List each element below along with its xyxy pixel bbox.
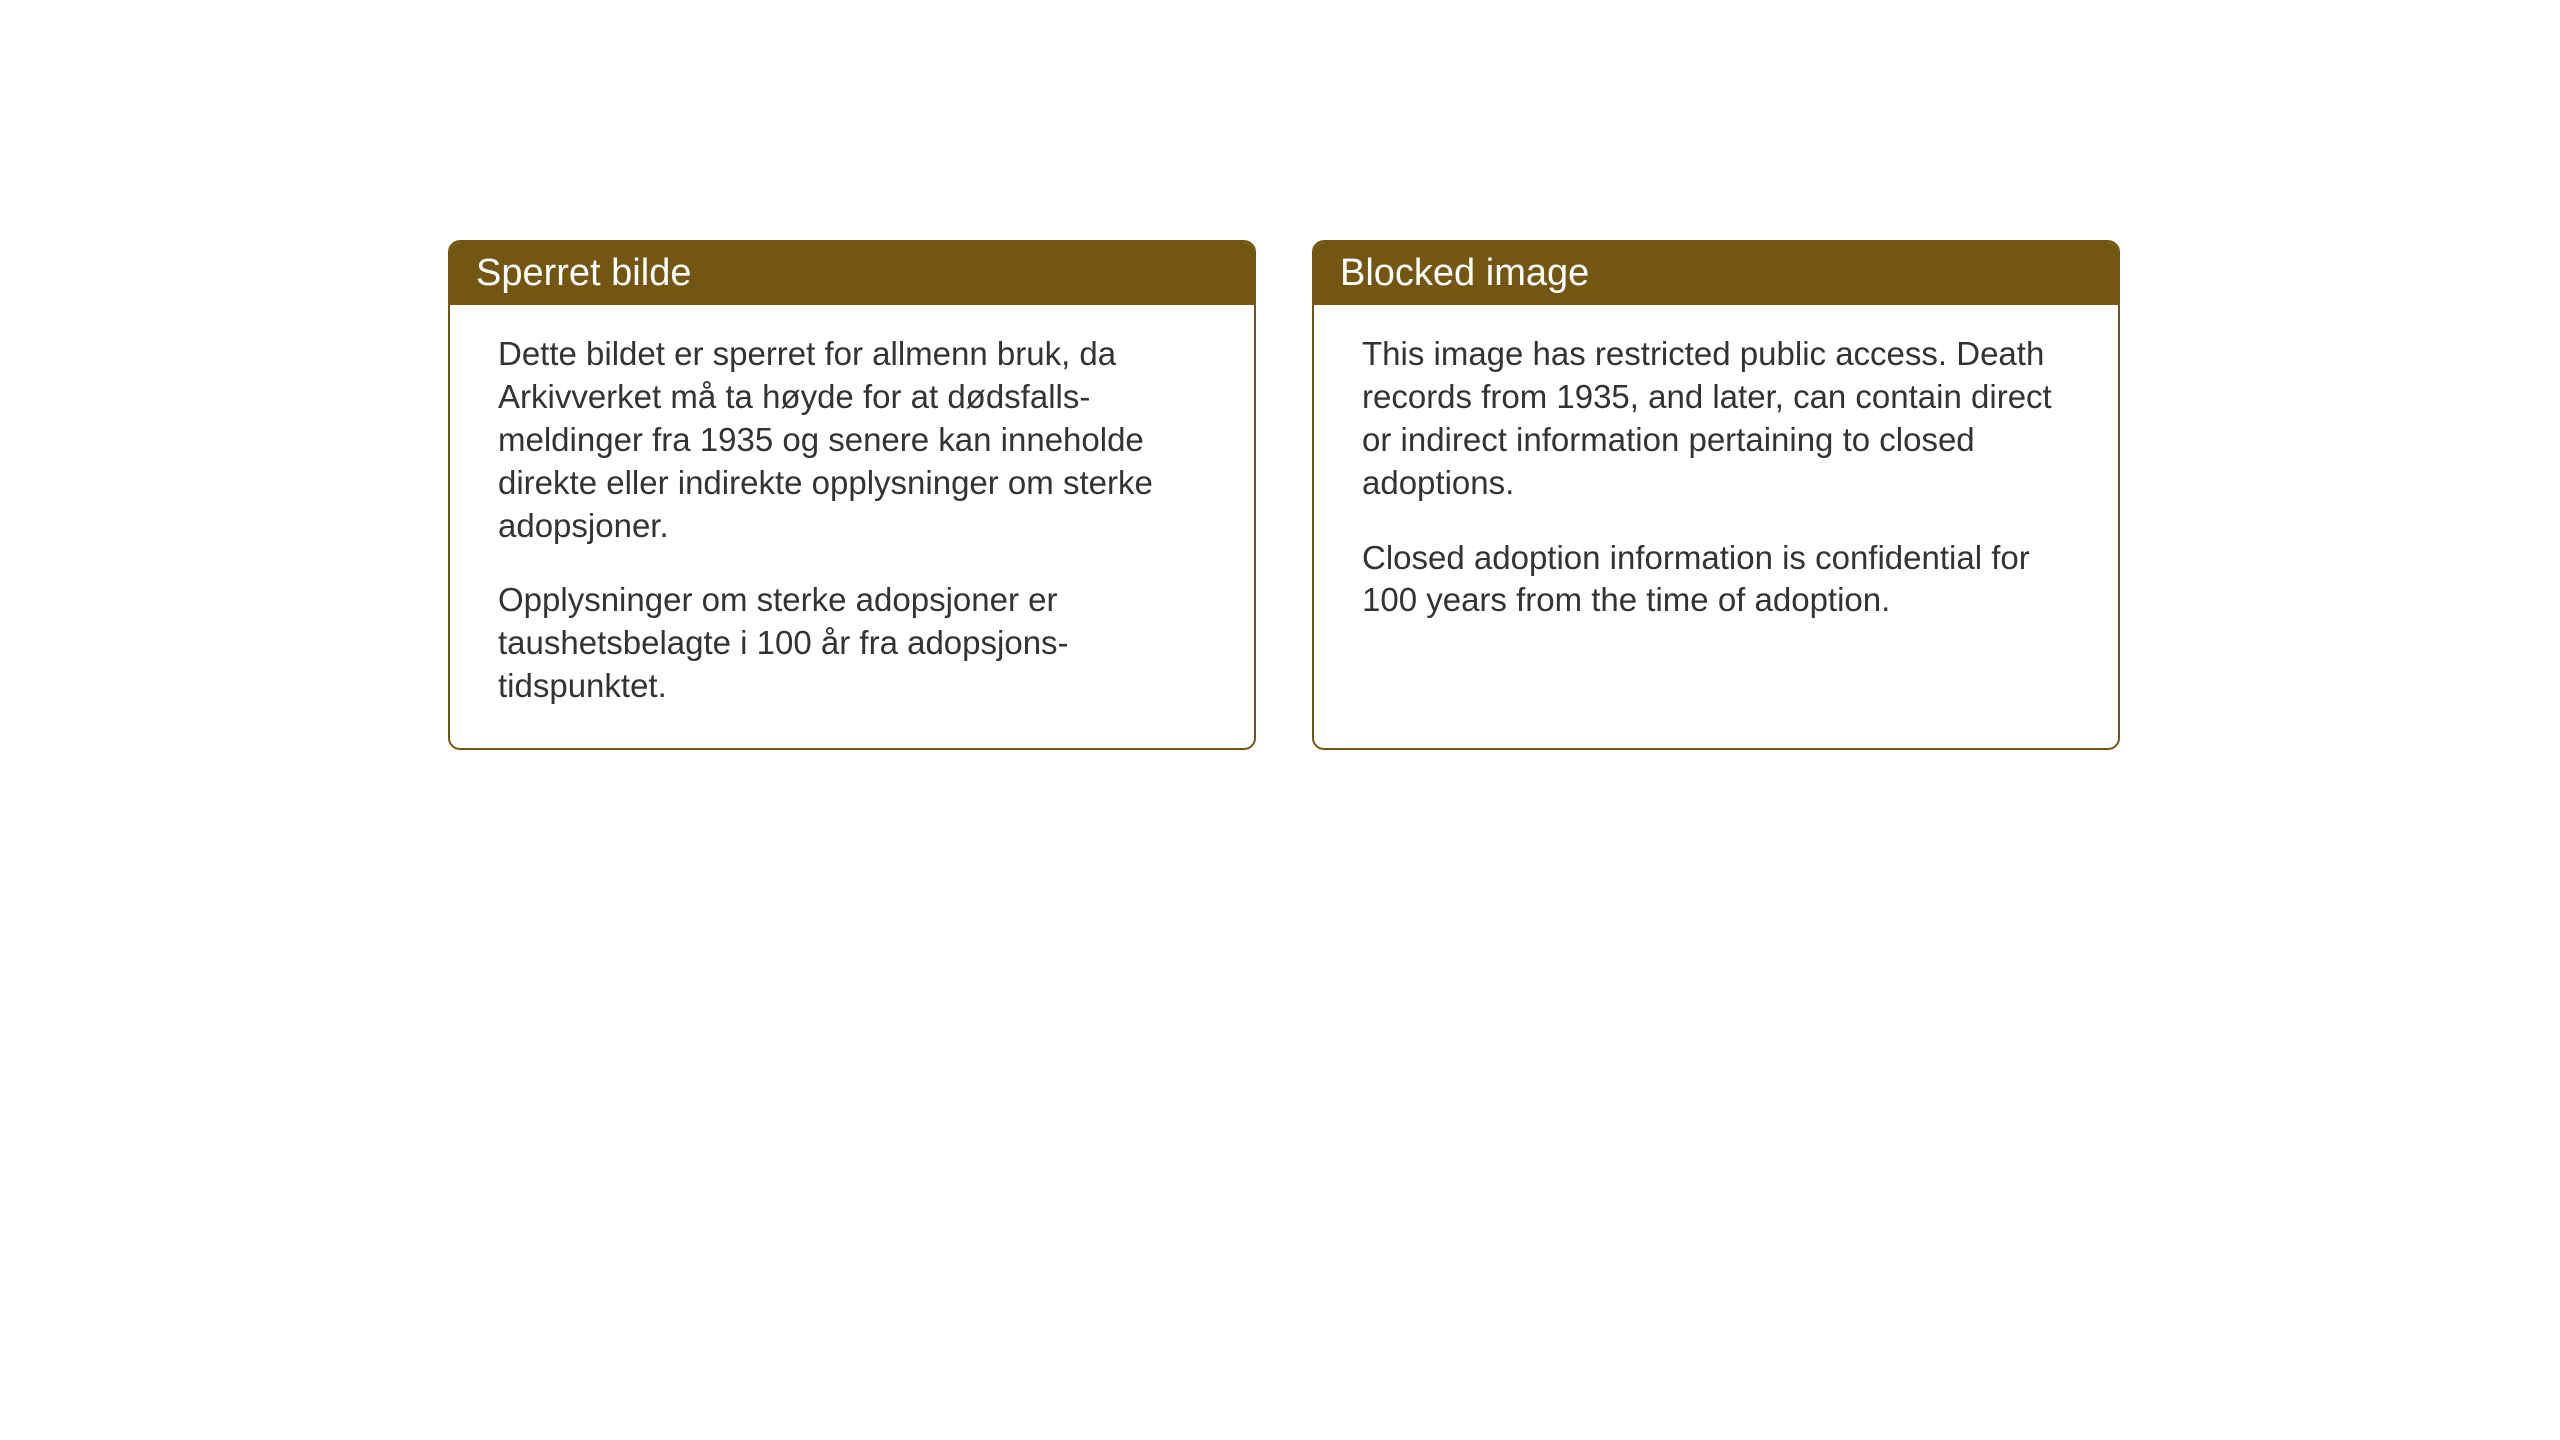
notice-title-norwegian: Sperret bilde <box>476 252 691 294</box>
notice-box-norwegian: Sperret bilde Dette bildet er sperret fo… <box>448 240 1256 750</box>
notice-paragraph-1-norwegian: Dette bildet er sperret for allmenn bruk… <box>498 333 1206 547</box>
notice-container: Sperret bilde Dette bildet er sperret fo… <box>448 240 2120 750</box>
notice-paragraph-2-english: Closed adoption information is confident… <box>1362 537 2070 623</box>
notice-paragraph-1-english: This image has restricted public access.… <box>1362 333 2070 505</box>
notice-title-english: Blocked image <box>1340 252 1589 294</box>
notice-header-norwegian: Sperret bilde <box>450 242 1254 305</box>
notice-header-english: Blocked image <box>1314 242 2118 305</box>
notice-paragraph-2-norwegian: Opplysninger om sterke adopsjoner er tau… <box>498 579 1206 708</box>
notice-box-english: Blocked image This image has restricted … <box>1312 240 2120 750</box>
notice-body-norwegian: Dette bildet er sperret for allmenn bruk… <box>450 305 1254 748</box>
notice-body-english: This image has restricted public access.… <box>1314 305 2118 662</box>
